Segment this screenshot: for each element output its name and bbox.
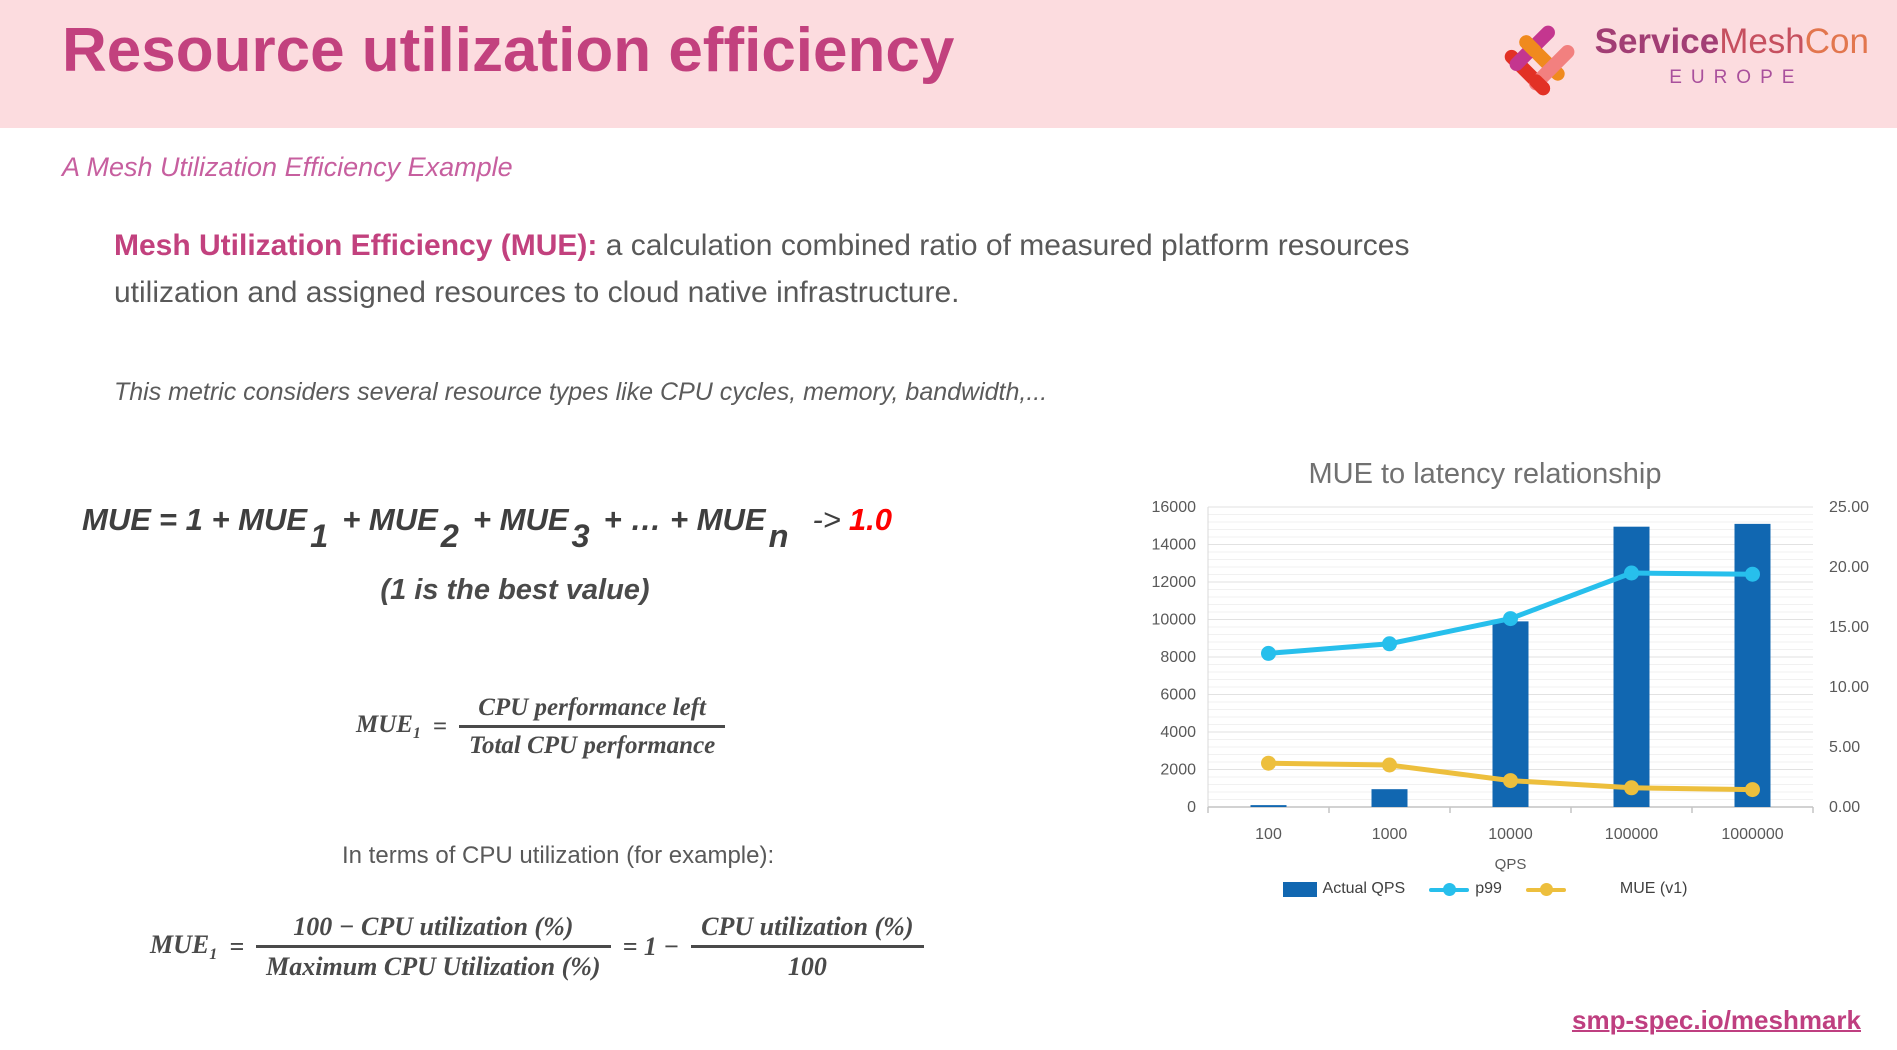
chart-legend: Actual QPS p99 MUE (v1) <box>1080 880 1890 898</box>
mue1-fraction: CPU performance left Total CPU performan… <box>458 694 726 760</box>
category-label: 1000000 <box>1721 826 1783 843</box>
left-axis-tick-label: 6000 <box>1160 687 1196 704</box>
brand-service: Service <box>1594 22 1720 61</box>
formula-caption: (1 is the best value) <box>380 574 650 606</box>
mue1-numerator: CPU performance left <box>478 694 706 721</box>
marker-mue-v1- <box>1745 782 1760 798</box>
right-axis-tick-label: 5.00 <box>1829 739 1860 756</box>
crosshatch-logo-icon <box>1504 25 1575 96</box>
left-axis-tick-label: 10000 <box>1152 612 1197 629</box>
formula-sub-1: 1 <box>310 517 329 554</box>
cpu-formula-equals: = <box>229 932 245 961</box>
marker-p99 <box>1382 636 1397 652</box>
marker-mue-v1- <box>1382 757 1397 773</box>
marker-p99 <box>1503 611 1518 627</box>
mue-definition-text: a calculation combined ratio of measured… <box>114 229 1410 309</box>
legend-item-mue-v1-: MUE (v1) <box>1525 880 1688 898</box>
cpu-formula-fraction-2: CPU utilization (%) 100 <box>691 912 924 982</box>
mue-chart-svg: 0 2000 4000 6000 8000 10000 12000 14000 16000 0.0… <box>1152 499 1870 873</box>
formula-sub-3: 3 <box>571 517 590 554</box>
cpu-formula-lhs: MUE1 <box>150 930 217 964</box>
cpu-formula-num-2: CPU utilization (%) <box>701 912 914 941</box>
category-label: 1000 <box>1372 826 1408 843</box>
formula-sub-n: n <box>768 517 789 554</box>
category-label: 100000 <box>1605 826 1658 843</box>
cpu-formula-mid: = 1 − <box>622 932 680 961</box>
x-axis-title: QPS <box>1495 856 1527 873</box>
brand-region: EUROPE <box>1669 66 1804 88</box>
brand-con: Con <box>1804 22 1869 61</box>
bar-actual-qps <box>1250 805 1287 807</box>
marker-p99 <box>1745 566 1760 582</box>
left-axis-tick-label: 8000 <box>1160 649 1196 666</box>
bar-actual-qps <box>1371 789 1408 807</box>
mue-definition: Mesh Utilization Efficiency (MUE): a cal… <box>114 222 1414 316</box>
cpu-formula-lhs-base: MUE <box>150 929 210 959</box>
formula-sub-2: 2 <box>440 517 459 554</box>
right-axis-tick-label: 15.00 <box>1829 619 1869 636</box>
marker-mue-v1- <box>1624 780 1639 796</box>
formula-op-1: + MUE <box>342 502 438 537</box>
mue-latency-chart: MUE to latency relationship 0 2000 4000 600… <box>1080 458 1890 898</box>
cpu-utilization-formula: MUE1 = 100 − CPU utilization (%) Maximum… <box>150 912 924 982</box>
cpu-formula-den-2: 100 <box>691 945 924 982</box>
legend-line-swatch <box>1525 882 1566 897</box>
legend-line-swatch <box>1429 882 1470 897</box>
meshmark-link[interactable]: smp-spec.io/meshmark <box>1571 1005 1861 1035</box>
legend-label: MUE (v1) <box>1619 880 1688 897</box>
formula-arrow: -> <box>812 502 841 537</box>
chart-title: MUE to latency relationship <box>1308 458 1662 490</box>
mue-term: Mesh Utilization Efficiency (MUE): <box>114 229 598 262</box>
cpu-formula-num-1: 100 − CPU utilization (%) <box>293 912 574 941</box>
page-title: Resource utilization efficiency <box>62 16 955 85</box>
legend-item-p99: p99 <box>1429 880 1502 898</box>
mue1-lhs-base: MUE <box>356 711 413 738</box>
formula-target-value: 1.0 <box>848 502 892 537</box>
left-axis-tick-label: 12000 <box>1152 574 1197 591</box>
legend-label: Actual QPS <box>1322 880 1406 897</box>
marker-p99 <box>1624 565 1639 581</box>
mue1-lhs: MUE1 <box>356 711 421 743</box>
marker-mue-v1- <box>1261 755 1276 771</box>
left-axis-tick-label: 14000 <box>1152 537 1197 554</box>
formula-op-2: + MUE <box>472 502 569 537</box>
right-axis-tick-label: 25.00 <box>1829 499 1869 516</box>
brand-mesh: Mesh <box>1719 22 1805 61</box>
servicemeshcon-logo: ServiceMeshCon EUROPE <box>1499 8 1869 108</box>
mue-sum-formula: MUE = 1 + MUE1 + MUE2 + MUE3 + … + MUEn -> 1.0 <box>82 502 892 555</box>
logo-wordmark: ServiceMeshCon EUROPE <box>1594 22 1869 89</box>
left-axis-tick-label: 16000 <box>1152 499 1197 516</box>
header-banner <box>0 0 1897 128</box>
cpu-utilization-note: In terms of CPU utilization (for example… <box>342 842 775 869</box>
mue1-denominator: Total CPU performance <box>458 725 726 760</box>
cpu-formula-lhs-sub: 1 <box>209 946 218 964</box>
left-axis-tick-label: 4000 <box>1160 724 1196 741</box>
bar-actual-qps <box>1734 523 1771 807</box>
legend-item-actual-qps: Actual QPS <box>1282 880 1406 898</box>
subtitle: A Mesh Utilization Efficiency Example <box>62 152 513 182</box>
formula-lhs: MUE <box>82 502 151 537</box>
legend-bar-swatch <box>1282 881 1317 897</box>
left-axis-tick-label: 0 <box>1187 799 1196 816</box>
formula-eq: = 1 + MUE <box>158 502 308 537</box>
cpu-formula-fraction-1: 100 − CPU utilization (%) Maximum CPU Ut… <box>256 912 611 982</box>
category-label: 10000 <box>1488 826 1533 843</box>
brand-name: ServiceMeshCon <box>1594 22 1869 61</box>
marker-mue-v1- <box>1503 773 1518 789</box>
right-axis-tick-label: 20.00 <box>1829 559 1869 576</box>
mue1-formula: MUE1 = CPU performance left Total CPU pe… <box>356 694 726 760</box>
marker-p99 <box>1261 645 1276 661</box>
category-label: 100 <box>1255 826 1282 843</box>
left-axis-tick-label: 2000 <box>1160 762 1196 779</box>
legend-label: p99 <box>1475 880 1502 897</box>
cpu-formula-den-1: Maximum CPU Utilization (%) <box>256 945 611 982</box>
formula-op-3: + … + MUE <box>603 502 766 537</box>
resource-types-note: This metric considers several resource t… <box>114 378 1048 406</box>
mue1-equals: = <box>432 713 447 740</box>
right-axis-tick-label: 0.00 <box>1829 799 1860 816</box>
right-axis-tick-label: 10.00 <box>1829 679 1869 696</box>
mue1-lhs-sub: 1 <box>412 725 421 742</box>
